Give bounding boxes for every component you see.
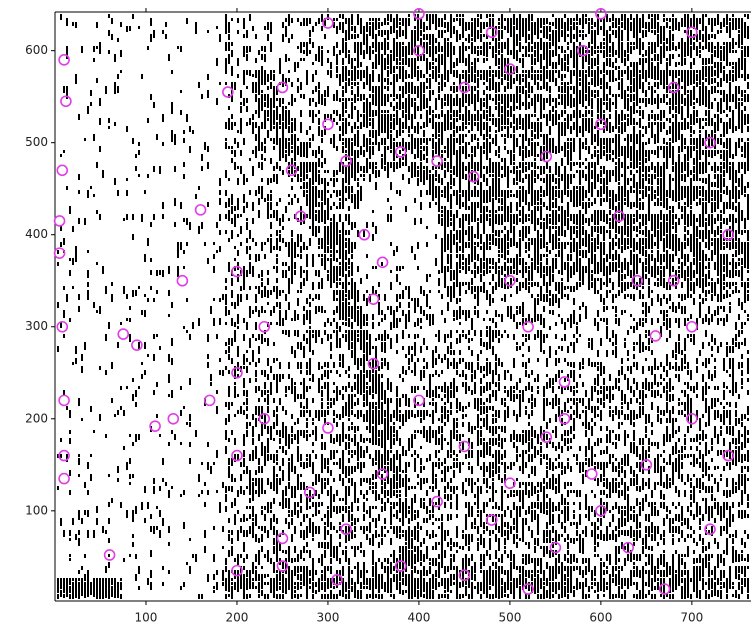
- point: [149, 420, 161, 432]
- point: [649, 330, 662, 342]
- x-tick-label: 600: [589, 611, 612, 625]
- point: [53, 247, 66, 259]
- point: [622, 541, 634, 554]
- point: [431, 495, 443, 508]
- point: [194, 204, 207, 216]
- point: [522, 320, 534, 333]
- point: [340, 155, 352, 167]
- point: [58, 394, 70, 407]
- point: [176, 274, 189, 287]
- point: [56, 164, 69, 177]
- point: [131, 339, 143, 351]
- point: [504, 63, 516, 75]
- point: [595, 8, 607, 20]
- point: [413, 44, 425, 57]
- point: [394, 560, 407, 572]
- point: [394, 146, 407, 158]
- x-tick-label: 300: [316, 611, 339, 625]
- x-tick-label: 500: [498, 611, 521, 625]
- point: [576, 44, 589, 57]
- point: [367, 293, 380, 305]
- point: [413, 8, 425, 20]
- background-texture: [57, 14, 749, 599]
- point: [294, 210, 307, 223]
- point: [231, 449, 243, 462]
- point: [258, 412, 271, 425]
- point: [522, 583, 534, 595]
- point: [722, 228, 735, 241]
- point: [231, 366, 243, 379]
- x-tick-label: 700: [680, 611, 703, 625]
- y-tick-label: 200: [25, 411, 48, 425]
- point: [276, 532, 289, 545]
- point: [376, 256, 389, 269]
- x-tick-label: 200: [226, 611, 249, 625]
- point: [458, 81, 471, 94]
- point: [276, 81, 289, 94]
- point: [340, 523, 352, 536]
- point: [585, 468, 598, 480]
- point: [631, 274, 644, 287]
- point: [58, 472, 70, 485]
- point: [549, 541, 562, 554]
- point: [704, 136, 716, 149]
- point: [704, 523, 716, 536]
- point: [686, 320, 698, 333]
- point: [504, 274, 516, 287]
- point: [222, 86, 234, 98]
- point: [540, 150, 553, 163]
- point: [58, 54, 70, 66]
- point: [540, 431, 553, 443]
- point: [258, 320, 271, 333]
- point: [667, 274, 680, 287]
- point: [231, 265, 243, 278]
- point: [322, 118, 334, 131]
- point: [60, 95, 72, 108]
- point: [322, 422, 334, 434]
- point: [103, 549, 116, 561]
- point: [686, 412, 698, 425]
- x-tick-label: 400: [407, 611, 430, 625]
- point: [413, 394, 425, 407]
- point: [303, 486, 316, 499]
- point: [485, 514, 498, 526]
- point: [558, 376, 571, 388]
- point: [367, 357, 380, 370]
- point: [203, 394, 216, 407]
- point: [56, 320, 69, 333]
- point: [53, 215, 66, 227]
- point: [167, 412, 180, 425]
- point: [458, 569, 471, 582]
- point: [322, 17, 334, 29]
- point: [667, 81, 680, 94]
- point: [595, 505, 607, 517]
- point: [658, 583, 671, 595]
- point: [686, 26, 698, 39]
- point: [722, 449, 735, 462]
- point: [613, 210, 625, 223]
- x-tick-label: 100: [135, 611, 158, 625]
- point: [276, 560, 289, 572]
- point: [358, 228, 371, 241]
- point: [640, 458, 653, 471]
- point: [467, 170, 480, 183]
- y-tick-label: 100: [25, 503, 48, 517]
- point: [558, 412, 571, 425]
- point: [431, 155, 443, 167]
- point: [485, 26, 498, 39]
- point: [58, 449, 70, 462]
- y-tick-label: 500: [25, 135, 48, 149]
- point: [231, 564, 243, 577]
- y-tick-label: 300: [25, 319, 48, 333]
- point: [285, 164, 298, 177]
- point: [595, 118, 607, 131]
- y-tick-label: 600: [25, 43, 48, 57]
- point: [458, 440, 471, 453]
- y-tick-label: 400: [25, 227, 48, 241]
- point: [376, 468, 389, 480]
- point: [331, 574, 343, 586]
- point: [117, 328, 130, 340]
- point: [504, 477, 516, 490]
